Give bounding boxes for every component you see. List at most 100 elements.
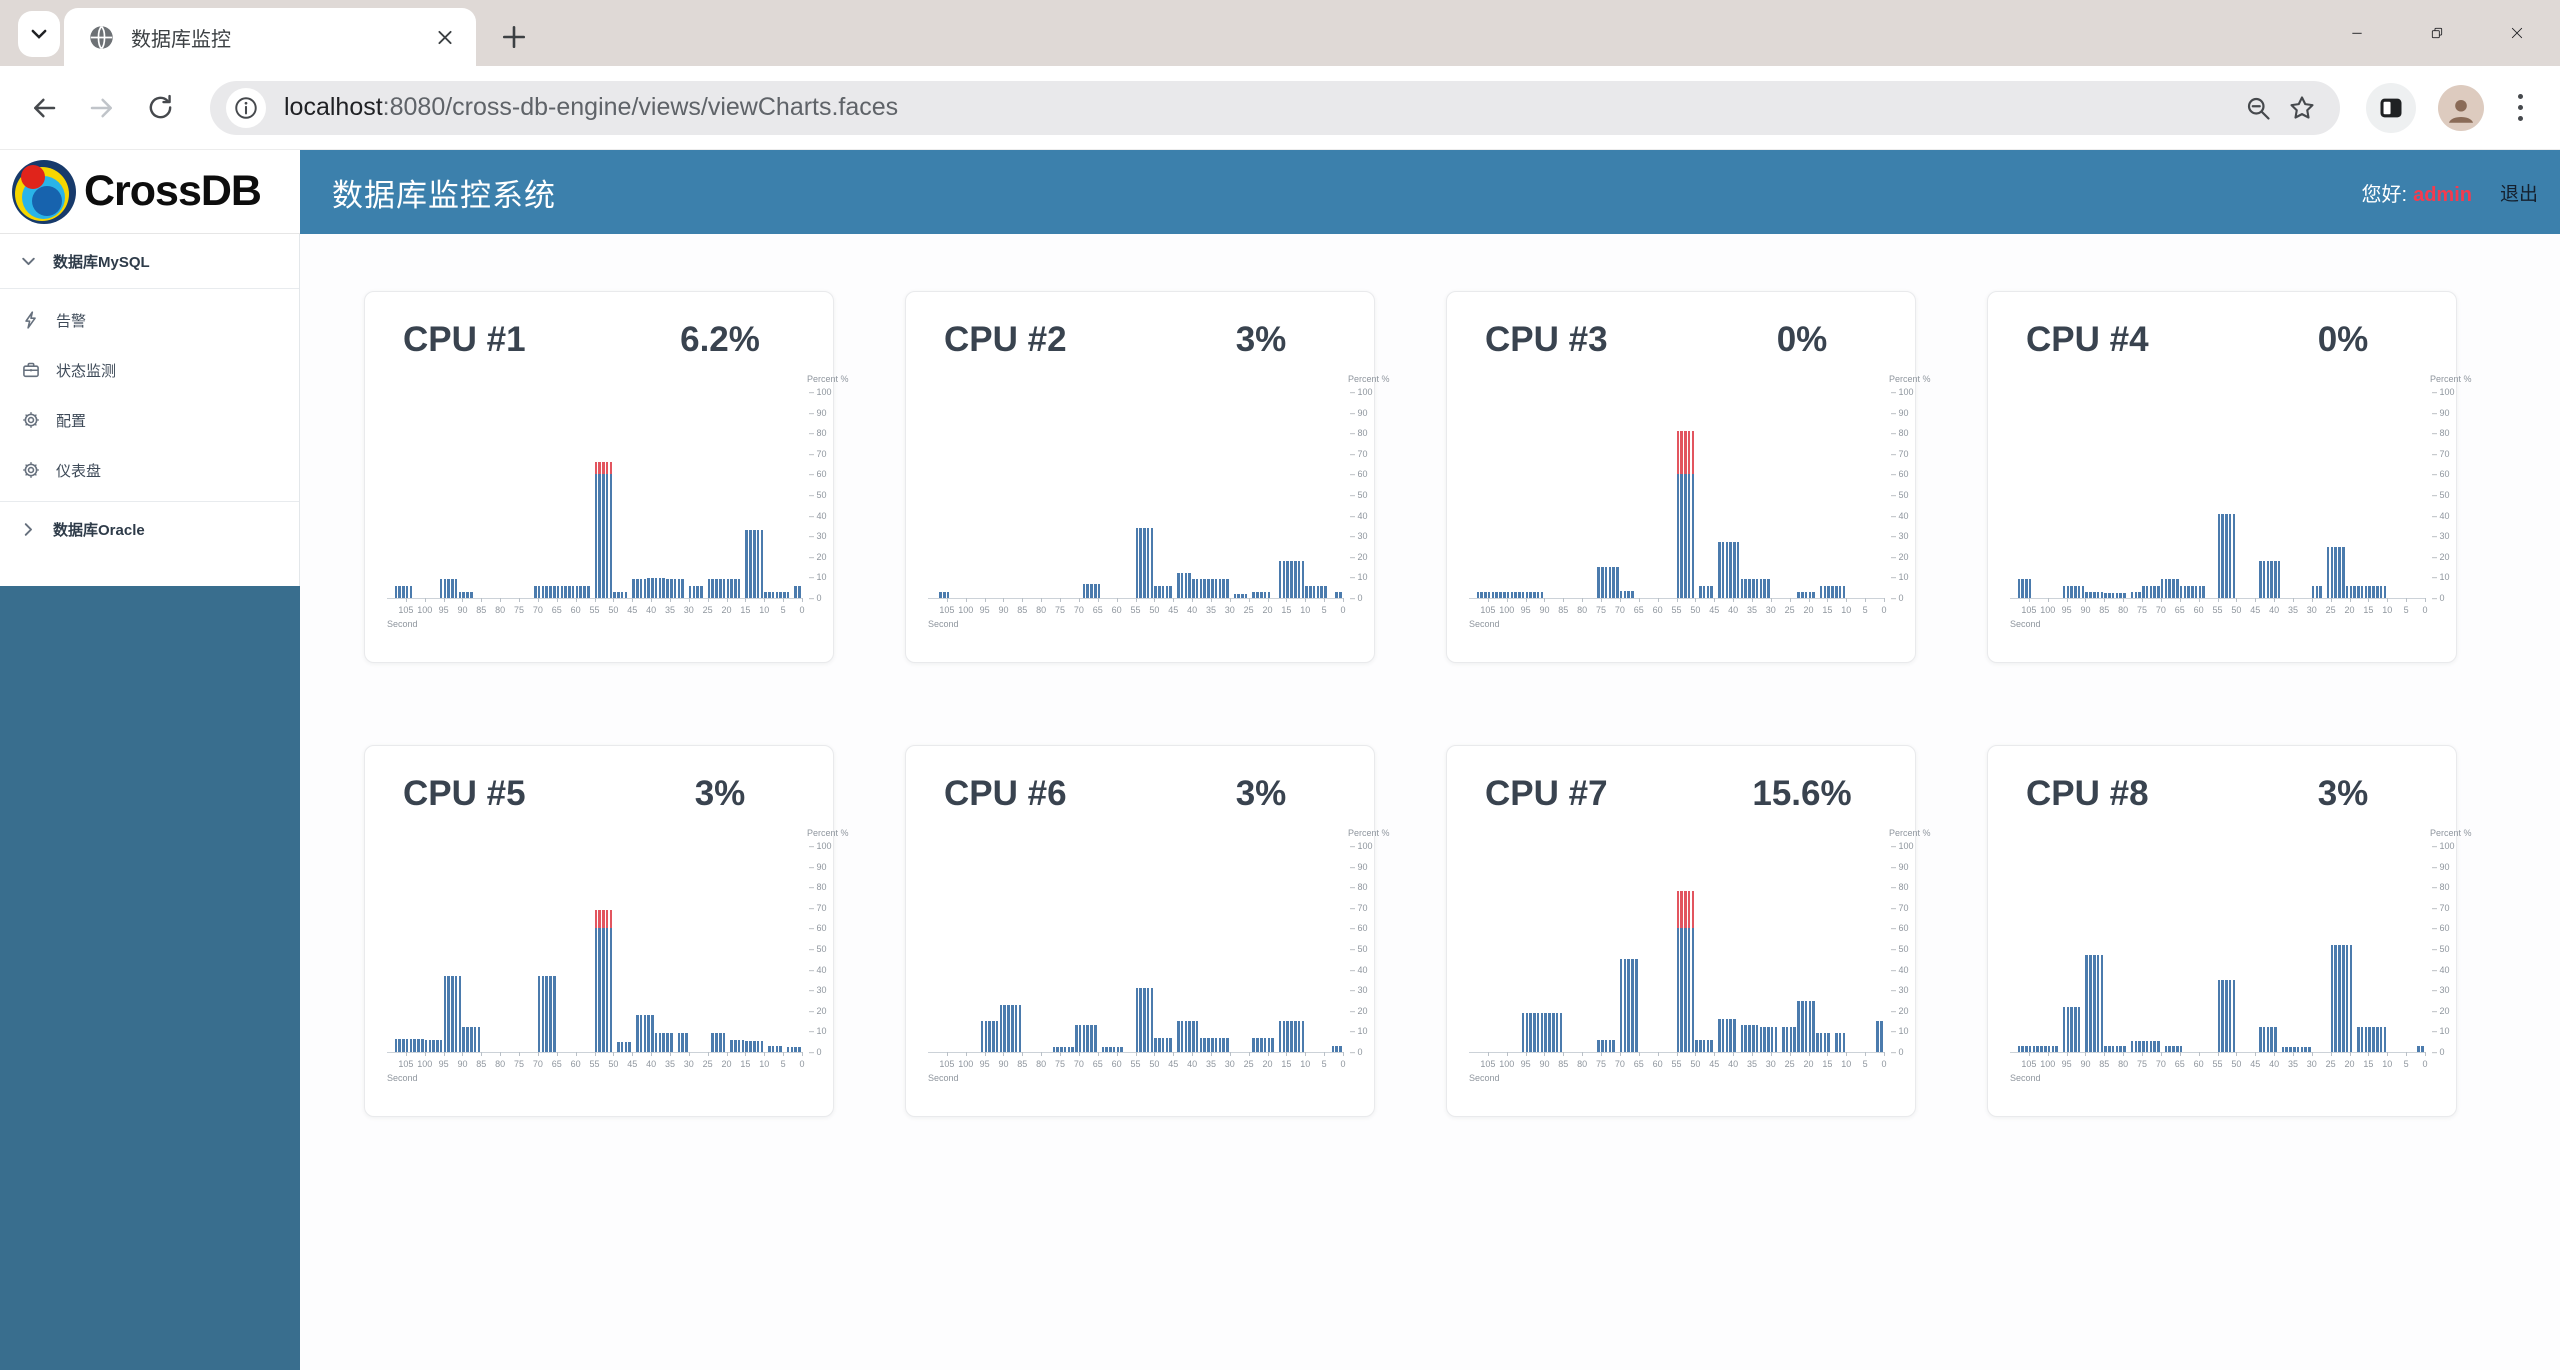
x-axis-tick-label: 40: [646, 1059, 657, 1069]
x-axis-tick-label: 50: [1690, 1059, 1701, 1069]
x-axis-tick-label: 80: [495, 605, 506, 615]
usage-bar: [1094, 1025, 1097, 1052]
x-axis-tick-label: 35: [664, 605, 675, 615]
x-axis-tick: [1305, 1052, 1307, 1056]
side-panel-icon[interactable]: [2366, 82, 2416, 133]
gear-icon: [22, 411, 40, 429]
forward-button[interactable]: [80, 86, 124, 130]
x-axis-tick: [1267, 598, 1269, 602]
usage-bar: [2157, 1040, 2160, 1052]
crossdb-logo-icon: [12, 159, 76, 224]
x-axis-tick-label: 40: [1728, 1059, 1739, 1069]
cpu-card: CPU #3 0% 105 100 95 90 85 80 75 70 65 60 55 50 45 40 35…: [1446, 291, 1931, 663]
usage-bar: [1297, 560, 1301, 598]
tab-search-button[interactable]: [18, 11, 60, 57]
minimize-button[interactable]: [2344, 20, 2370, 46]
usage-bar: [1718, 542, 1721, 598]
x-axis-tick: [1770, 1052, 1772, 1056]
x-axis-tick-label: 50: [2231, 1059, 2242, 1069]
y-axis-tick-label: – 10: [1891, 572, 1909, 583]
x-axis-tick-label: 20: [721, 1059, 732, 1069]
browser-tab[interactable]: 数据库监控: [64, 8, 476, 66]
sidebar-item-状态监测[interactable]: 状态监测: [0, 345, 299, 395]
usage-bar: [2021, 1045, 2024, 1052]
usage-bar: [1702, 1039, 1706, 1052]
zoom-out-icon[interactable]: [2236, 86, 2280, 130]
x-axis-tick: [537, 1052, 539, 1056]
usage-bar: [771, 1045, 775, 1052]
x-axis-tick-label: 50: [608, 1059, 619, 1069]
usage-bar: [1324, 585, 1327, 598]
x-axis-tick: [1808, 1052, 1810, 1056]
chevron-right-icon: [20, 521, 37, 538]
logo-area: CrossDB: [0, 150, 300, 234]
y-axis-tick-label: – 20: [809, 551, 827, 562]
usage-bar: [1218, 1037, 1222, 1052]
usage-bar-alert-segment: [1676, 891, 1680, 929]
usage-bar: [1203, 579, 1206, 598]
x-axis-tick: [764, 598, 766, 602]
x-axis-tick-label: 105: [398, 605, 414, 615]
back-button[interactable]: [22, 86, 66, 130]
usage-bar: [1267, 1037, 1271, 1052]
browser-menu-icon[interactable]: [2502, 86, 2538, 130]
usage-bar: [1699, 585, 1702, 598]
reload-button[interactable]: [138, 86, 182, 130]
usage-bar: [1627, 590, 1631, 598]
y-axis-tick-label: – 70: [1891, 448, 1909, 459]
close-window-button[interactable]: [2504, 20, 2530, 46]
x-axis-tick-label: 85: [476, 1059, 487, 1069]
usage-bar: [1676, 928, 1680, 1052]
sidebar-item-仪表盘[interactable]: 仪表盘: [0, 445, 299, 495]
usage-bar: [1533, 1012, 1536, 1052]
logout-link[interactable]: 退出: [2499, 183, 2538, 205]
address-bar[interactable]: localhost:8080/cross-db-engine/views/vie…: [210, 80, 2340, 135]
usage-bar: [2375, 585, 2379, 598]
x-axis-tick-label: 100: [2040, 605, 2056, 615]
profile-avatar[interactable]: [2438, 84, 2484, 131]
x-axis-tick: [1657, 598, 1659, 602]
usage-bar: [2168, 579, 2172, 598]
usage-bar: [1177, 573, 1180, 598]
usage-bar: [726, 579, 730, 598]
usage-bar: [745, 1040, 748, 1052]
usage-bar: [760, 530, 764, 598]
x-axis-tick: [1305, 598, 1307, 602]
tab-close-button[interactable]: [430, 22, 460, 52]
usage-bar: [2100, 955, 2104, 1052]
sidebar-item-告警[interactable]: 告警: [0, 295, 299, 345]
x-axis-tick: [2387, 1052, 2389, 1056]
new-tab-button[interactable]: [492, 15, 536, 59]
sidebar-group-mysql[interactable]: 数据库MySQL: [0, 234, 299, 288]
usage-bar: [1158, 1037, 1161, 1052]
usage-bar: [1808, 1000, 1812, 1052]
y-axis-tick-label: – 0: [2432, 593, 2445, 603]
x-axis-tick: [1827, 598, 1829, 602]
restore-button[interactable]: [2424, 20, 2450, 46]
cpu-card-title: CPU #6: [944, 774, 1067, 813]
sidebar-group-oracle[interactable]: 数据库Oracle: [0, 502, 299, 556]
usage-bar: [1684, 928, 1687, 1052]
x-axis-tick-label: 0: [1881, 605, 1887, 615]
cpu-usage-chart: 105 100 95 90 85 80 75 70 65 60 55 50 45 40 35 30 25 20 15…: [2010, 828, 2472, 1083]
cpu-usage-value: 0%: [2317, 320, 2369, 359]
usage-bar: [1309, 585, 1312, 598]
x-axis-tick: [632, 1052, 634, 1056]
bookmark-star-icon[interactable]: [2280, 86, 2324, 130]
y-axis-tick-label: – 10: [809, 1026, 827, 1037]
usage-bar: [1733, 542, 1736, 598]
usage-bar: [2349, 585, 2353, 598]
x-axis-tick-label: 55: [2212, 1059, 2223, 1069]
x-axis-tick-label: 10: [759, 1059, 770, 1069]
sidebar-item-配置[interactable]: 配置: [0, 395, 299, 445]
usage-bar: [992, 1021, 995, 1052]
cpu-usage-value: 0%: [1776, 320, 1828, 359]
usage-bar: [1263, 591, 1267, 598]
site-info-icon[interactable]: [226, 87, 266, 128]
y-axis-tick-label: – 100: [809, 387, 832, 397]
usage-bar: [2070, 585, 2073, 598]
usage-bar: [624, 1041, 628, 1052]
usage-bar: [1293, 560, 1297, 598]
usage-bar: [1286, 560, 1289, 598]
x-axis-tick-label: 55: [1671, 1059, 1682, 1069]
